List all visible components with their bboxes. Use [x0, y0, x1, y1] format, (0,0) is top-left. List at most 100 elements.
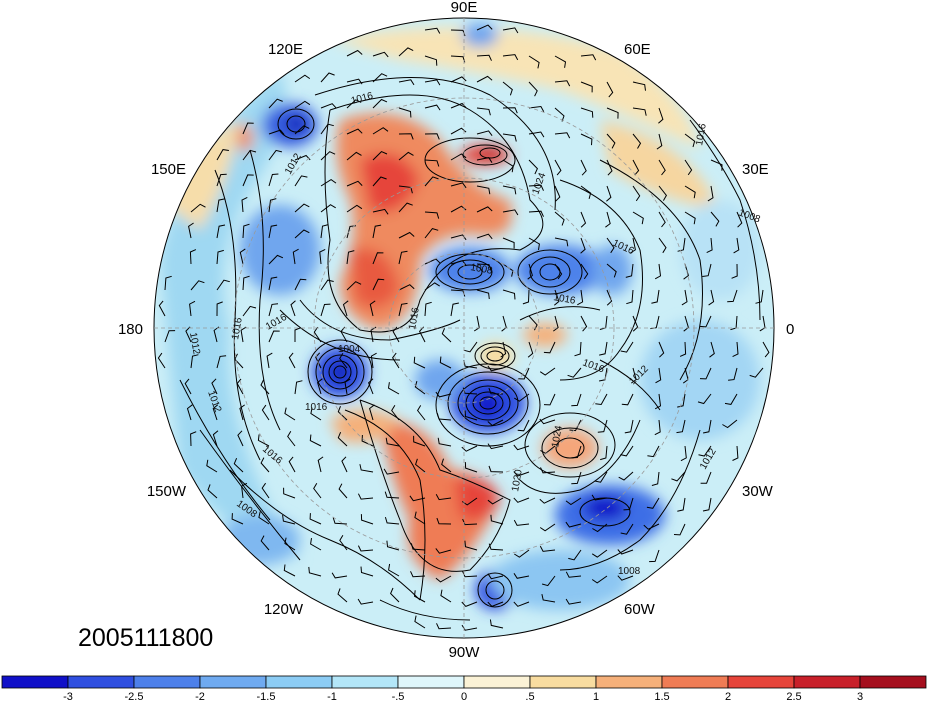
wind-barb — [308, 566, 322, 577]
wind-barb — [476, 157, 493, 163]
colorbar: -3 -2.5 -2 -1.5 -1 -.5 0 .5 1 1.5 2 2.5 3 — [1, 675, 927, 702]
wind-barb — [339, 535, 348, 551]
wind-barb — [320, 151, 336, 161]
wind-barb — [231, 513, 244, 525]
wind-barb — [410, 543, 426, 551]
wind-barb — [606, 81, 614, 98]
wind-barb — [599, 341, 608, 356]
wind-barb — [489, 619, 504, 629]
wind-barb — [268, 330, 280, 343]
wind-barb — [632, 185, 641, 202]
wind-barb — [461, 601, 478, 607]
wind-barb — [237, 430, 244, 447]
wind-barb — [233, 458, 244, 473]
wind-barb — [513, 444, 530, 451]
wind-barb — [290, 300, 296, 317]
wind-barb — [487, 365, 504, 372]
wind-barb — [216, 301, 223, 317]
lon-label-60w: 60W — [624, 601, 656, 618]
wind-barb — [450, 234, 467, 241]
wind-barb — [317, 456, 324, 473]
wind-barb — [268, 173, 279, 187]
wind-barb — [216, 198, 225, 213]
wind-barb — [282, 515, 296, 525]
wind-barb — [212, 430, 219, 447]
wind-barb — [722, 419, 738, 429]
colorbar-swatch — [793, 675, 861, 689]
lon-label-150w: 150W — [147, 483, 187, 500]
wind-barb — [476, 54, 492, 61]
wind-barb — [654, 263, 662, 280]
wind-barb — [189, 249, 197, 265]
wind-barb — [502, 107, 518, 114]
wind-barb — [413, 356, 426, 369]
wind-barb — [450, 76, 467, 83]
colorbar-swatch — [397, 675, 465, 689]
wind-barb — [605, 211, 611, 228]
wind-barb — [528, 131, 545, 138]
wind-barb — [554, 263, 563, 280]
wind-barb — [268, 254, 284, 265]
lon-label-90e: 90E — [451, 0, 478, 16]
wind-barb — [436, 517, 452, 525]
wind-barb — [294, 175, 308, 187]
isobar-label: 1016 — [230, 316, 245, 340]
wind-barb — [372, 98, 388, 109]
colorbar-tick-label: .5 — [525, 691, 534, 702]
wind-barb — [216, 355, 227, 369]
wind-barb — [416, 405, 426, 421]
wind-barb — [654, 419, 661, 436]
wind-barb — [435, 575, 452, 583]
wind-barb — [310, 538, 322, 551]
wind-barb — [568, 549, 582, 561]
wind-barb — [476, 24, 493, 31]
isobar-label: 1012 — [187, 332, 202, 356]
wind-barb — [212, 404, 219, 421]
wind-barb — [513, 497, 530, 503]
wind-barb — [372, 127, 389, 135]
wind-barb — [630, 237, 636, 254]
colorbar-swatch — [67, 675, 135, 689]
wind-barb — [424, 27, 441, 34]
wind-barb — [554, 211, 565, 226]
wind-barb — [580, 237, 586, 254]
wind-barb — [268, 149, 283, 161]
wind-barb — [502, 133, 517, 142]
wind-barb — [624, 419, 634, 434]
wind-barb — [414, 380, 426, 395]
wind-barb — [398, 79, 415, 86]
wind-barb — [439, 356, 452, 369]
wind-barb — [332, 517, 348, 525]
wind-barb — [409, 495, 426, 502]
wind-barb — [501, 315, 507, 332]
wind-barb — [620, 341, 634, 353]
wind-barb — [553, 289, 560, 306]
wind-barb — [462, 570, 478, 578]
wind-barb — [502, 27, 519, 34]
wind-barb — [594, 471, 608, 483]
wind-barb — [709, 341, 715, 358]
wind-barb — [569, 419, 582, 432]
wind-barb — [450, 302, 459, 317]
wind-barb — [528, 184, 544, 191]
wind-barb — [337, 432, 348, 447]
wind-barb — [727, 289, 738, 303]
wind-barb — [369, 404, 375, 421]
wind-barb — [651, 471, 660, 486]
wind-barb — [461, 624, 478, 631]
colorbar-tick-label: 1 — [593, 691, 599, 702]
wind-barb — [502, 54, 519, 61]
wind-barb — [606, 289, 613, 306]
wind-barb — [658, 237, 667, 254]
wind-barb — [522, 289, 530, 305]
wind-barb — [372, 208, 389, 215]
wind-barb — [320, 279, 334, 291]
wind-barb — [502, 209, 519, 216]
wind-barb — [190, 354, 199, 369]
wind-barb — [157, 352, 166, 369]
wind-barb — [528, 159, 538, 175]
wind-barb — [513, 601, 530, 607]
wind-barb — [580, 185, 592, 200]
lon-label-120e: 120E — [268, 41, 303, 58]
wind-barb — [319, 248, 326, 265]
